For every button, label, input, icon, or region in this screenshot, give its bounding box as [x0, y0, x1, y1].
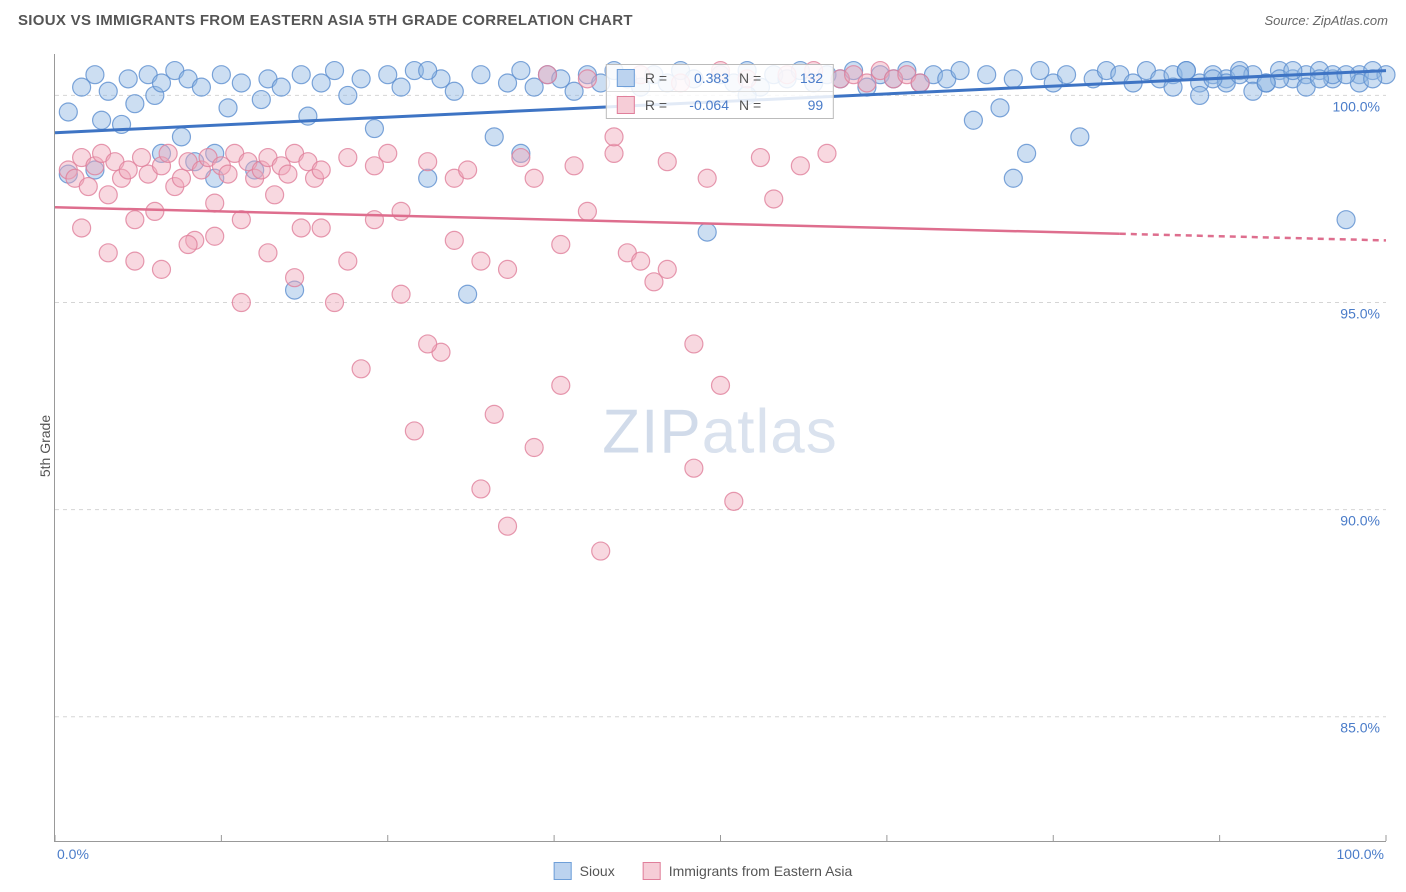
stats-swatch	[617, 96, 635, 114]
legend-label-sioux: Sioux	[580, 863, 615, 879]
y-axis-label: 5th Grade	[37, 415, 53, 477]
legend-swatch-sioux	[554, 862, 572, 880]
legend-item-immigrants: Immigrants from Eastern Asia	[643, 862, 853, 880]
scatter-plot: 85.0%90.0%95.0%100.0%0.0%100.0%	[54, 54, 1386, 842]
stat-n-label: N =	[739, 97, 761, 113]
svg-text:100.0%: 100.0%	[1333, 98, 1380, 114]
legend-label-immigrants: Immigrants from Eastern Asia	[669, 863, 853, 879]
stats-legend-box: R = 0.383 N = 132 R = -0.064 N = 99	[606, 64, 834, 119]
stat-n-value: 99	[771, 97, 823, 113]
stat-r-label: R =	[645, 97, 667, 113]
svg-text:85.0%: 85.0%	[1340, 720, 1380, 736]
stats-row: R = 0.383 N = 132	[607, 65, 833, 92]
stat-r-value: 0.383	[677, 70, 729, 86]
chart-area: 85.0%90.0%95.0%100.0%0.0%100.0% ZIPatlas…	[54, 54, 1386, 842]
svg-text:95.0%: 95.0%	[1340, 306, 1380, 322]
stat-r-value: -0.064	[677, 97, 729, 113]
svg-text:0.0%: 0.0%	[57, 846, 89, 862]
svg-text:90.0%: 90.0%	[1340, 513, 1380, 529]
legend-item-sioux: Sioux	[554, 862, 615, 880]
title-bar: SIOUX VS IMMIGRANTS FROM EASTERN ASIA 5T…	[0, 0, 1406, 37]
stats-swatch	[617, 69, 635, 87]
stat-r-label: R =	[645, 70, 667, 86]
chart-title: SIOUX VS IMMIGRANTS FROM EASTERN ASIA 5T…	[18, 12, 633, 29]
legend: Sioux Immigrants from Eastern Asia	[554, 862, 853, 880]
stat-n-label: N =	[739, 70, 761, 86]
stats-row: R = -0.064 N = 99	[607, 92, 833, 118]
source-label: Source: ZipAtlas.com	[1264, 13, 1388, 28]
svg-text:100.0%: 100.0%	[1337, 846, 1384, 862]
stat-n-value: 132	[771, 70, 823, 86]
legend-swatch-immigrants	[643, 862, 661, 880]
